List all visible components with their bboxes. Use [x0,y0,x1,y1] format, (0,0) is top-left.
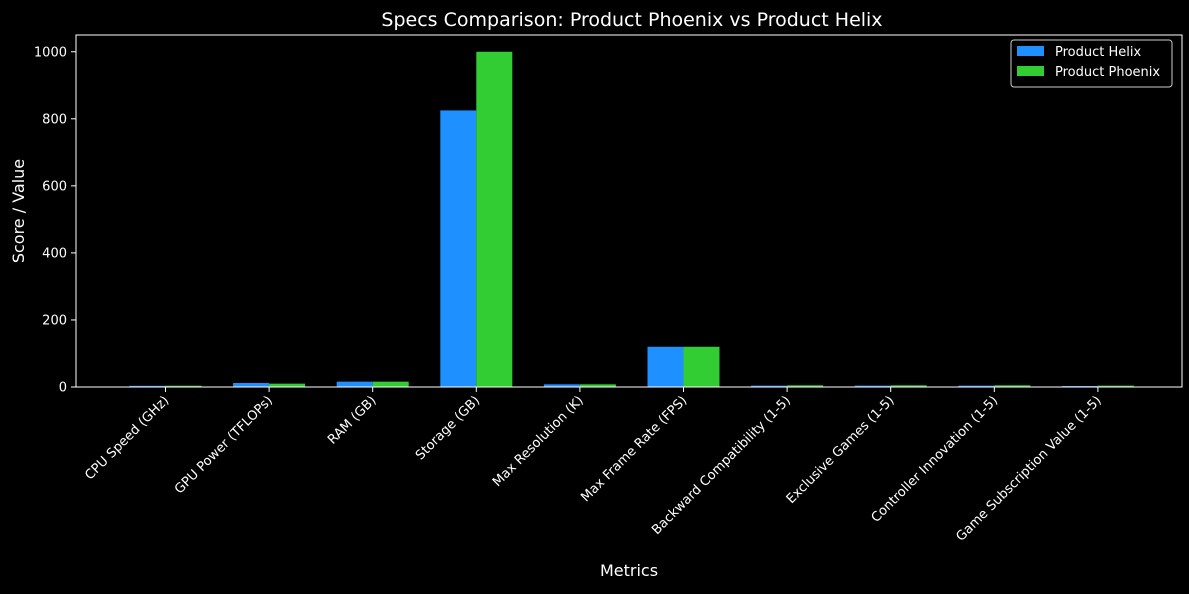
legend-swatch-helix [1017,46,1044,56]
legend-label-helix: Product Helix [1055,45,1141,60]
bar-phoenix-6 [787,385,824,387]
bar-helix-7 [854,385,891,387]
y-tick-label: 200 [42,313,67,328]
plot-area [75,34,1183,388]
bar-helix-4 [543,384,580,387]
legend-box [1010,39,1173,88]
bar-phoenix-5 [683,346,720,387]
bar-phoenix-9 [1097,385,1134,387]
y-tick-label: 0 [59,381,67,396]
plot-frame [75,34,1183,388]
y-tick-label: 600 [42,179,67,194]
bar-phoenix-0 [165,385,202,387]
bar-phoenix-4 [579,384,616,387]
bar-helix-9 [1061,385,1098,387]
legend-swatch-phoenix [1017,66,1044,76]
y-tick-label: 400 [42,246,67,261]
bar-helix-0 [129,385,166,387]
bar-phoenix-2 [372,381,409,387]
y-axis: 0 200 400 600 800 1000 [34,45,76,396]
y-axis-label: Score / Value [9,159,28,263]
bar-helix-8 [958,385,995,387]
legend: Product Helix Product Phoenix [1010,39,1173,88]
bar-helix-6 [751,385,788,387]
bar-helix-2 [336,381,373,387]
bar-phoenix-7 [890,385,927,387]
x-axis-label: Metrics [600,561,658,580]
legend-label-phoenix: Product Phoenix [1055,65,1160,80]
bar-phoenix-1 [269,383,306,387]
bar-phoenix-3 [476,51,513,388]
y-tick-label: 1000 [34,45,67,60]
bar-helix-3 [440,110,477,387]
bar-phoenix-8 [994,385,1031,387]
chart-title: Specs Comparison: Product Phoenix vs Pro… [381,9,882,31]
bar-helix-5 [647,346,684,387]
y-tick-label: 800 [42,112,67,127]
bar-helix-1 [233,382,270,387]
